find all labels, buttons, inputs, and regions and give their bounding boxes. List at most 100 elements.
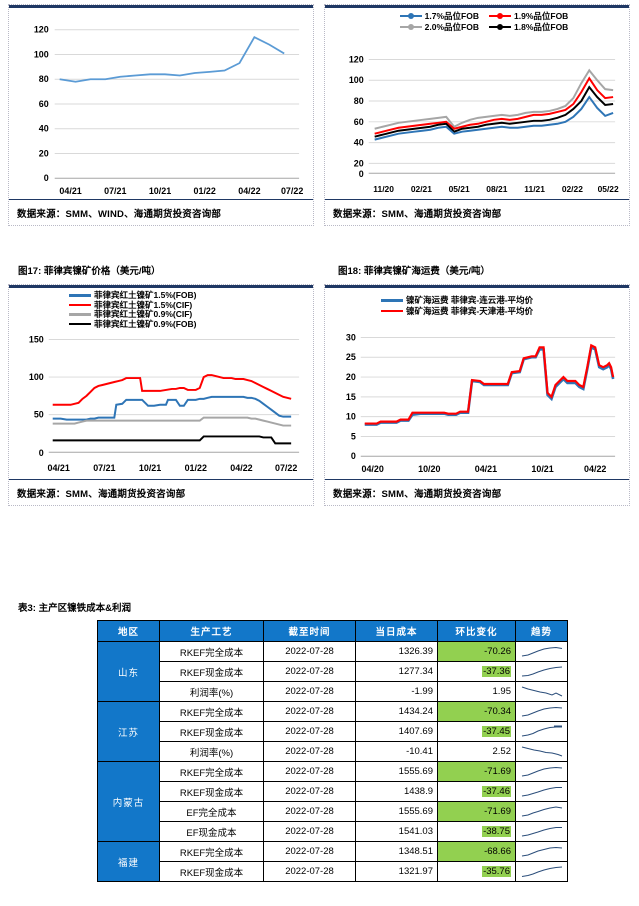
process-cell: RKEF完全成本 (159, 701, 264, 722)
svg-text:50: 50 (34, 410, 44, 420)
legend-item: 镍矿海运费 菲律宾-天津港-平均价 (381, 305, 534, 316)
trend-cell (515, 861, 568, 882)
col-header-process: 生产工艺 (159, 620, 264, 642)
svg-text:04/21: 04/21 (48, 463, 70, 473)
svg-text:01/22: 01/22 (194, 186, 216, 196)
svg-text:11/20: 11/20 (373, 184, 394, 194)
svg-text:04/20: 04/20 (362, 464, 384, 474)
legend-item: 镍矿海运费 菲律宾-连云港-平均价 (381, 296, 533, 305)
legend-label: 1.8%品位FOB (514, 21, 569, 32)
figure-17-legend: 菲律宾红土镍矿1.5%(FOB) 菲律宾红土镍矿1.5%(CIF) 菲律宾红土镍… (69, 291, 269, 328)
trend-cell (515, 701, 568, 722)
figure-18-source: 数据来源：SMM、海通期货投资咨询部 (325, 479, 629, 505)
date-cell: 2022-07-28 (263, 721, 356, 742)
svg-text:10/21: 10/21 (149, 186, 171, 196)
change-cell: 2.52 (437, 741, 516, 762)
table-row: 利润率(%) 2022-07-28 -1.99 1.95 (98, 681, 568, 702)
sparkline-icon (521, 866, 563, 877)
sparkline-icon (521, 806, 563, 817)
figure-18-topbar (325, 285, 629, 288)
trend-cell (515, 801, 568, 822)
svg-text:100: 100 (349, 75, 364, 85)
change-cell: 1.95 (437, 681, 516, 702)
legend-label: 2.0%品位FOB (424, 21, 479, 32)
change-cell: -70.34 (437, 701, 516, 722)
svg-text:0: 0 (351, 451, 356, 461)
trend-cell (515, 781, 568, 802)
sparkline-icon (521, 787, 562, 797)
process-cell: EF现金成本 (159, 821, 264, 842)
process-cell: EF完全成本 (159, 801, 264, 822)
table-header-row: 地区 生产工艺 截至时间 当日成本 环比变化 趋势 (97, 620, 568, 642)
legend-item: 1.9%品位FOB (489, 12, 568, 21)
cost-cell: 1326.39 (355, 641, 438, 662)
svg-text:80: 80 (354, 96, 364, 106)
svg-text:5: 5 (351, 431, 356, 441)
svg-text:05/21: 05/21 (449, 184, 470, 194)
sparkline-icon (521, 725, 562, 737)
change-value: -38.75 (482, 826, 511, 837)
region-cell: 山东 (97, 641, 160, 702)
trend-cell (515, 681, 568, 702)
table-row: 利润率(%) 2022-07-28 -10.41 2.52 (98, 741, 568, 762)
svg-text:100: 100 (29, 372, 44, 382)
legend-item: 2.0%品位FOB (399, 21, 479, 32)
cost-profit-table: 地区 生产工艺 截至时间 当日成本 环比变化 趋势 山东 RKEF完全成本 20… (97, 620, 568, 882)
figure-15-topbar (9, 5, 313, 8)
sparkline-icon (521, 646, 563, 657)
svg-text:60: 60 (39, 99, 49, 109)
process-cell: RKEF完全成本 (159, 761, 264, 782)
figure-15-plot-area: 120 100 80 60 40 20 0 04/21 07/21 10/21 … (9, 8, 313, 199)
svg-text:04/22: 04/22 (584, 464, 606, 474)
svg-text:07/21: 07/21 (93, 463, 115, 473)
svg-text:01/22: 01/22 (185, 463, 207, 473)
table-row: RKEF现金成本 2022-07-28 1438.9 -37.46 (98, 781, 568, 802)
svg-text:10/21: 10/21 (531, 464, 553, 474)
svg-text:10: 10 (346, 412, 356, 422)
figure-18-plot-area: 镍矿海运费 菲律宾-连云港-平均价 镍矿海运费 菲律宾-天津港-平均价 (325, 288, 629, 479)
cost-cell: 1277.34 (355, 661, 438, 682)
cost-cell: 1555.69 (355, 801, 438, 822)
svg-text:04/22: 04/22 (238, 186, 260, 196)
table-3-wrapper: 地区 生产工艺 截至时间 当日成本 环比变化 趋势 山东 RKEF完全成本 20… (97, 620, 568, 882)
trend-cell (515, 841, 568, 862)
figure-16-legend: 1.7%品位FOB 1.9%品位FOB 2.0%品位FOB (369, 12, 599, 31)
figure-16-plot-area: 1.7%品位FOB 1.9%品位FOB 2.0%品位FOB (325, 8, 629, 199)
sparkline-icon (521, 706, 563, 717)
legend-label: 镍矿海运费 菲律宾-天津港-平均价 (406, 305, 534, 316)
table-row: 内蒙古 RKEF完全成本 2022-07-28 1555.69 -71.69 (97, 761, 568, 842)
figure-15-source: 数据来源：SMM、WIND、海通期货投资咨询部 (9, 199, 313, 225)
svg-text:120: 120 (34, 25, 49, 35)
process-cell: RKEF完全成本 (159, 841, 264, 862)
svg-text:07/22: 07/22 (281, 186, 303, 196)
svg-text:04/21: 04/21 (59, 186, 81, 196)
col-header-date: 截至时间 (263, 620, 356, 642)
cost-cell: 1555.69 (355, 761, 438, 782)
svg-text:04/22: 04/22 (230, 463, 252, 473)
svg-text:25: 25 (346, 352, 356, 362)
legend-label: 菲律宾红土镍矿0.9%(CIF) (94, 309, 193, 319)
process-cell: RKEF现金成本 (159, 781, 264, 802)
legend-item: 1.8%品位FOB (489, 21, 569, 32)
process-cell: 利润率(%) (159, 741, 264, 762)
date-cell: 2022-07-28 (263, 641, 356, 662)
trend-cell (515, 641, 568, 662)
col-header-region: 地区 (97, 620, 160, 642)
svg-text:08/21: 08/21 (486, 184, 507, 194)
trend-cell (515, 661, 568, 682)
figure-17-caption: 图17: 菲律宾镍矿价格（美元/吨） (18, 266, 161, 277)
change-cell: -35.76 (437, 861, 516, 882)
process-cell: RKEF现金成本 (159, 661, 264, 682)
table-row: RKEF现金成本 2022-07-28 1277.34 -37.36 (98, 661, 568, 682)
svg-text:30: 30 (346, 332, 356, 342)
change-cell: -68.66 (437, 841, 516, 862)
svg-text:11/21: 11/21 (524, 184, 545, 194)
date-cell: 2022-07-28 (263, 801, 356, 822)
col-header-trend: 趋势 (515, 620, 568, 642)
figure-17-box: 菲律宾红土镍矿1.5%(FOB) 菲律宾红土镍矿1.5%(CIF) 菲律宾红土镍… (8, 284, 314, 506)
svg-text:0: 0 (39, 448, 44, 458)
legend-item: 菲律宾红土镍矿1.5%(FOB) (69, 291, 196, 300)
figure-16-chart: 120 100 80 60 40 20 0 11/20 02/21 05/21 … (349, 54, 619, 194)
region-cell: 福建 (97, 841, 160, 882)
